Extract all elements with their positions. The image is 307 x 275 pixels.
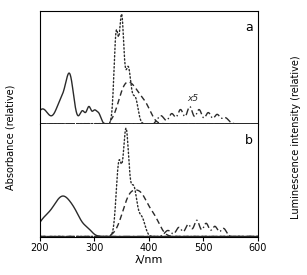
Text: x5: x5 <box>187 94 198 103</box>
Text: Absorbance (relative): Absorbance (relative) <box>6 85 16 190</box>
Text: b: b <box>245 134 253 147</box>
Text: Luminescence intensity (relative): Luminescence intensity (relative) <box>291 56 301 219</box>
Text: a: a <box>245 21 253 34</box>
X-axis label: λ/nm: λ/nm <box>135 255 163 265</box>
